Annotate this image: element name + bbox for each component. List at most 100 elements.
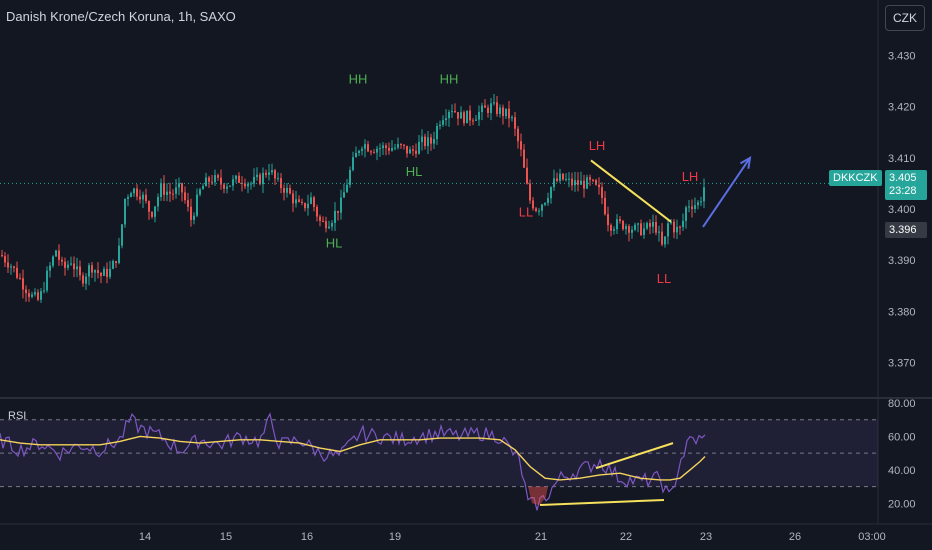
candle-body <box>256 174 258 177</box>
candle-body <box>655 221 657 233</box>
candle-body <box>100 272 102 276</box>
candle-body <box>409 149 411 154</box>
projection-arrow-head <box>739 155 752 169</box>
candle-body <box>13 266 15 268</box>
candle-body <box>337 210 339 213</box>
candle-body <box>466 110 468 124</box>
currency-button[interactable]: CZK <box>885 5 925 31</box>
candle-body <box>700 201 702 203</box>
candle-body <box>130 193 132 198</box>
candle-body <box>145 194 147 202</box>
price-tick-label: 3.410 <box>888 153 916 165</box>
candle-body <box>670 221 672 224</box>
candle-body <box>427 137 429 146</box>
time-tick-label: 14 <box>139 531 151 543</box>
swing-label-hh: HH <box>440 72 459 87</box>
candle-body <box>454 111 456 113</box>
candle-body <box>580 180 582 185</box>
candle-body <box>190 206 192 220</box>
candle-body <box>58 250 60 260</box>
candle-body <box>343 192 345 198</box>
candle-body <box>181 183 183 193</box>
time-tick-label: 21 <box>535 531 547 543</box>
candle-body <box>19 277 21 279</box>
candle-body <box>631 229 633 233</box>
candle-body <box>169 191 171 194</box>
candle-body <box>304 203 306 209</box>
candle-body <box>46 270 48 291</box>
candle-body <box>241 182 243 184</box>
candle-body <box>118 245 120 263</box>
candle-body <box>253 176 255 184</box>
candle-body <box>451 111 453 113</box>
rsi-oversold-fill <box>528 486 548 505</box>
candle-body <box>487 107 489 113</box>
candle-body <box>601 187 603 198</box>
candle-body <box>61 259 63 262</box>
candle-body <box>526 167 528 184</box>
candle-body <box>259 174 261 185</box>
candle-body <box>124 198 126 225</box>
candle-body <box>295 199 297 204</box>
candle-body <box>535 208 537 212</box>
candle-body <box>43 290 45 292</box>
candle-body <box>406 145 408 154</box>
candle-body <box>196 194 198 216</box>
time-tick-label: 22 <box>620 531 632 543</box>
swing-label-lh: LH <box>589 138 606 153</box>
candle-body <box>529 183 531 201</box>
candle-body <box>364 144 366 149</box>
candle-body <box>292 193 294 204</box>
candle-body <box>616 219 618 230</box>
candle-body <box>208 177 210 182</box>
candle-body <box>121 224 123 246</box>
price-tick-label: 3.420 <box>888 102 916 114</box>
candle-body <box>652 221 654 227</box>
candle-body <box>628 226 630 233</box>
candle-body <box>397 144 399 148</box>
candle-body <box>547 198 549 203</box>
candles-group <box>1 94 705 304</box>
rsi-tick-label: 20.00 <box>888 498 916 510</box>
candle-body <box>604 197 606 215</box>
candle-body <box>694 205 696 210</box>
candle-body <box>418 141 420 154</box>
candle-body <box>619 219 621 221</box>
candle-body <box>178 183 180 188</box>
price-tick-label: 3.380 <box>888 306 916 318</box>
candle-body <box>199 189 201 195</box>
candle-body <box>220 177 222 185</box>
candle-body <box>592 179 594 181</box>
candle-body <box>574 180 576 186</box>
candle-body <box>1 255 3 257</box>
candle-body <box>289 187 291 194</box>
price-tick-label: 3.400 <box>888 204 916 216</box>
candle-body <box>277 178 279 180</box>
chart-title: Danish Krone/Czech Koruna, 1h, SAXO <box>6 9 236 24</box>
candle-body <box>151 211 153 217</box>
candle-body <box>235 175 237 180</box>
candle-body <box>16 267 18 278</box>
candle-body <box>565 179 567 181</box>
candle-body <box>250 183 252 185</box>
candle-body <box>586 177 588 189</box>
last-price-badge: 3.405 23:28 <box>885 170 927 200</box>
swing-label-hl: HL <box>406 164 423 179</box>
projection-arrow-shaft <box>702 157 751 228</box>
candle-body <box>649 223 651 227</box>
candle-body <box>688 206 690 208</box>
rsi-tick-label: 80.00 <box>888 398 916 410</box>
candle-body <box>22 278 24 290</box>
candle-body <box>511 117 513 119</box>
candle-body <box>334 210 336 223</box>
candle-body <box>610 225 612 231</box>
candle-body <box>274 170 276 179</box>
candle-body <box>424 136 426 146</box>
candle-body <box>55 250 57 257</box>
candle-body <box>133 188 135 194</box>
candle-body <box>34 292 36 295</box>
candle-body <box>355 152 357 158</box>
candle-body <box>313 197 315 207</box>
candle-body <box>244 183 246 187</box>
candle-body <box>85 276 87 284</box>
